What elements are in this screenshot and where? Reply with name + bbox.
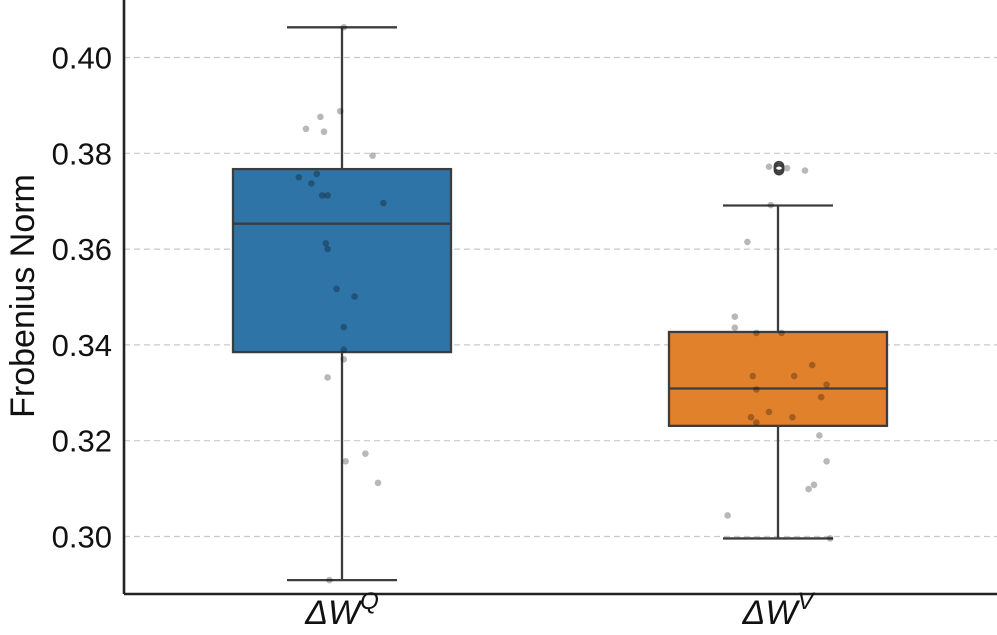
data-point	[767, 201, 775, 209]
box-layer	[231, 26, 889, 582]
data-point	[747, 413, 755, 421]
y-tick-label: 0.32	[52, 424, 112, 459]
data-point	[342, 458, 349, 465]
data-point	[340, 24, 348, 31]
data-point	[322, 240, 330, 247]
data-point	[801, 167, 809, 174]
data-point	[744, 238, 751, 246]
data-point	[336, 107, 344, 115]
data-point	[324, 245, 331, 253]
y-axis-label: Frobenius Norm	[4, 174, 42, 418]
data-point	[324, 374, 331, 381]
data-point	[817, 393, 825, 401]
outlier-point	[773, 164, 785, 176]
data-point	[816, 432, 823, 439]
data-point	[340, 355, 348, 363]
data-point	[805, 485, 812, 493]
data-point	[749, 372, 757, 380]
iqr-box	[231, 167, 453, 354]
data-point	[783, 164, 791, 172]
data-point	[765, 408, 773, 416]
x-tick-label: ΔWQ	[304, 588, 379, 632]
data-point	[753, 329, 760, 337]
data-point	[317, 113, 324, 121]
data-point	[340, 346, 348, 353]
data-point	[810, 481, 818, 489]
x-tick-label-base: ΔW	[304, 594, 363, 632]
data-point	[753, 419, 760, 426]
data-point	[369, 152, 376, 159]
data-point	[765, 163, 773, 171]
data-point	[320, 128, 328, 136]
y-tick-label: 0.36	[52, 232, 112, 267]
data-point	[790, 372, 798, 380]
data-point	[351, 293, 358, 300]
axis-layer	[122, 0, 997, 596]
data-point	[731, 313, 739, 320]
data-point	[318, 192, 326, 199]
x-tick-label: ΔWV	[742, 588, 816, 632]
data-point	[295, 173, 303, 181]
iqr-box	[667, 330, 889, 428]
data-point	[324, 192, 331, 199]
data-point	[308, 180, 315, 187]
data-point	[808, 361, 816, 369]
data-point	[753, 386, 760, 393]
data-point	[380, 199, 387, 207]
data-point	[823, 381, 830, 388]
data-point	[326, 576, 333, 584]
data-point	[333, 285, 340, 293]
point-layer	[295, 24, 834, 584]
outlier-layer	[773, 160, 785, 176]
x-tick-label-base: ΔW	[742, 594, 801, 632]
y-tick-label: 0.34	[52, 328, 112, 363]
data-point	[340, 323, 348, 331]
label-layer: Frobenius Norm 0.30 0.32 0.34 0.36 0.38 0.40 Δ…	[4, 40, 815, 632]
data-point	[313, 170, 321, 178]
y-tick-label: 0.40	[52, 40, 112, 75]
y-tick-label: 0.30	[52, 520, 112, 555]
data-point	[302, 125, 310, 133]
data-point	[374, 479, 382, 487]
data-point	[826, 535, 834, 542]
data-point	[789, 413, 796, 421]
data-point	[778, 329, 785, 337]
y-tick-label: 0.38	[52, 136, 112, 171]
data-point	[823, 458, 830, 465]
data-point	[724, 512, 731, 519]
data-point	[362, 450, 369, 457]
x-tick-label-superscript: V	[797, 588, 815, 615]
x-tick-label-superscript: Q	[360, 588, 379, 615]
data-point	[731, 324, 739, 331]
